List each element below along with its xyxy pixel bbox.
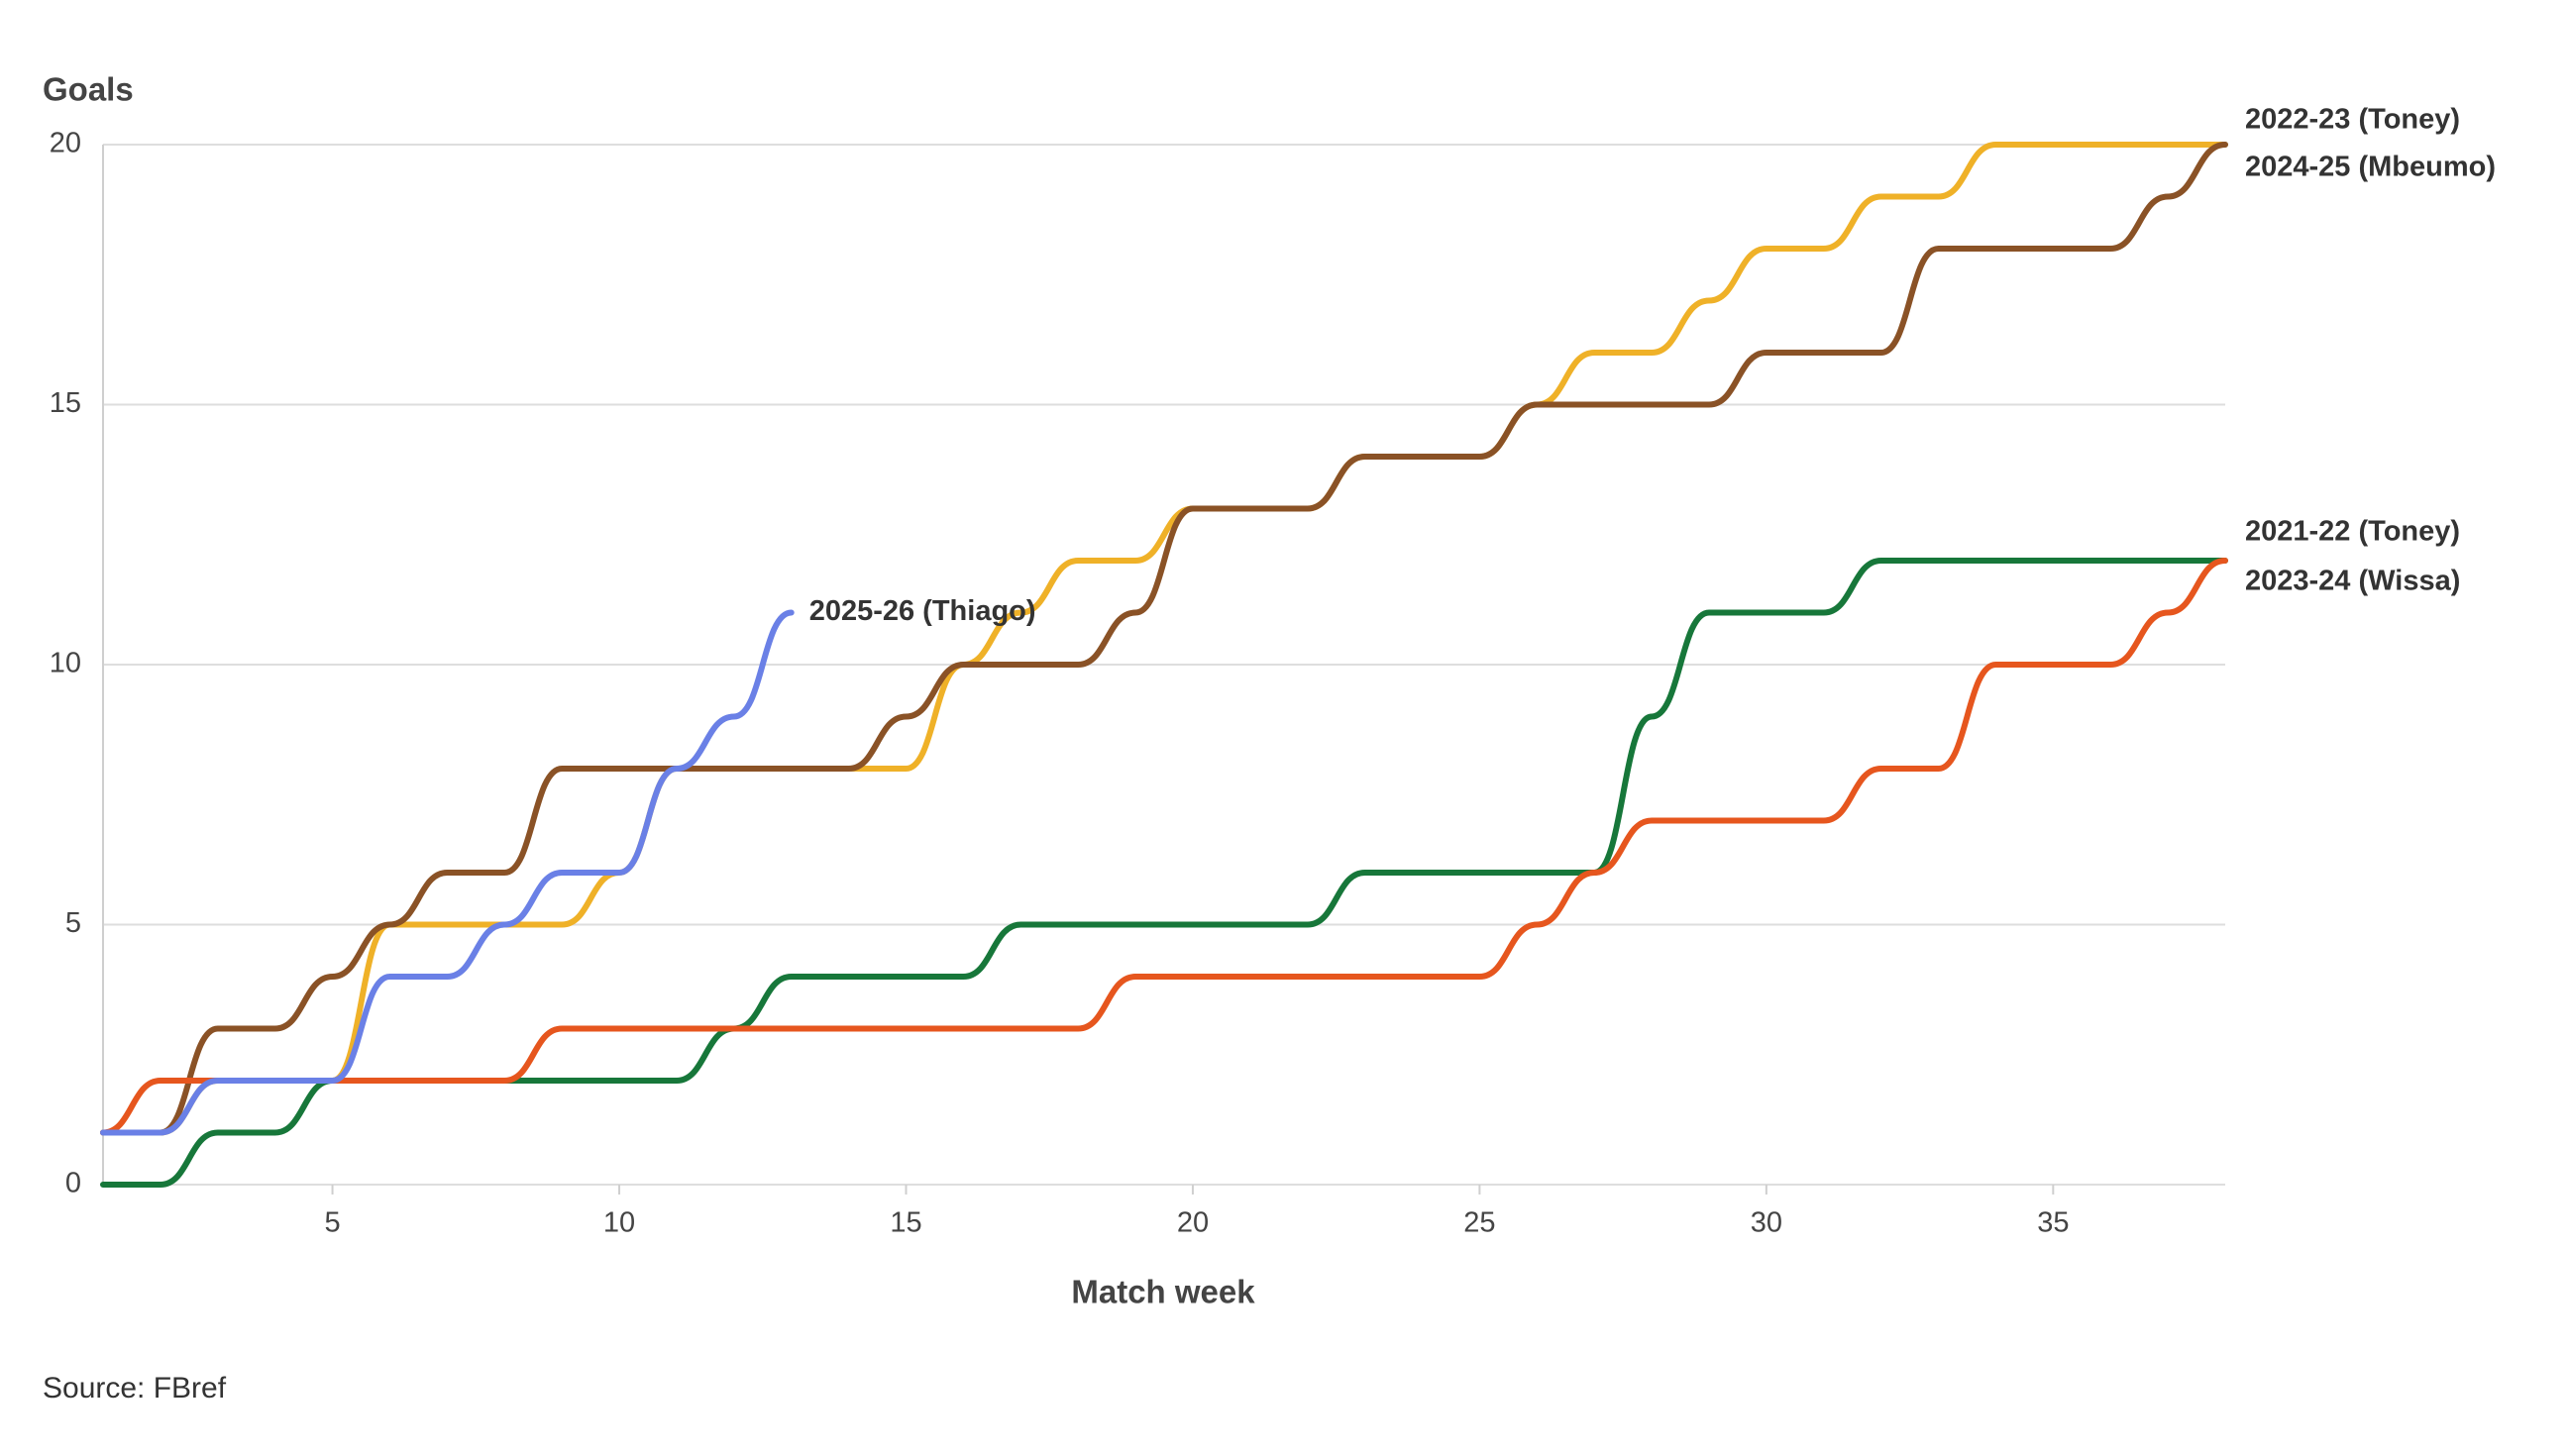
x-tick-label: 5: [324, 1207, 340, 1239]
y-axis-title: Goals: [43, 71, 134, 108]
series-line: [100, 142, 2228, 1136]
series-line: [100, 558, 2228, 1136]
x-tick-label: 25: [1463, 1207, 1495, 1239]
series-label: 2021-22 (Toney): [2245, 516, 2460, 548]
x-axis-title: Match week: [1071, 1274, 1255, 1310]
series-label: 2022-23 (Toney): [2245, 104, 2460, 136]
x-tick-label: 30: [1751, 1207, 1782, 1239]
source-note: Source: FBref: [43, 1372, 227, 1404]
series-label: 2024-25 (Mbeumo): [2245, 152, 2496, 183]
y-tick-label: 15: [50, 387, 81, 419]
series-line: [100, 609, 795, 1136]
series-line: [100, 142, 2228, 1136]
series-line: [100, 558, 2228, 1188]
y-tick-label: 0: [65, 1168, 81, 1199]
y-tick-label: 20: [50, 128, 81, 159]
x-tick-label: 20: [1177, 1207, 1209, 1239]
x-tick-label: 15: [890, 1207, 921, 1239]
y-tick-label: 10: [50, 648, 81, 679]
y-tick-label: 5: [65, 907, 81, 939]
x-tick-label: 35: [2037, 1207, 2069, 1239]
x-tick-label: 10: [603, 1207, 635, 1239]
series-label: 2023-24 (Wissa): [2245, 566, 2460, 597]
series-label: 2025-26 (Thiago): [809, 595, 1036, 627]
